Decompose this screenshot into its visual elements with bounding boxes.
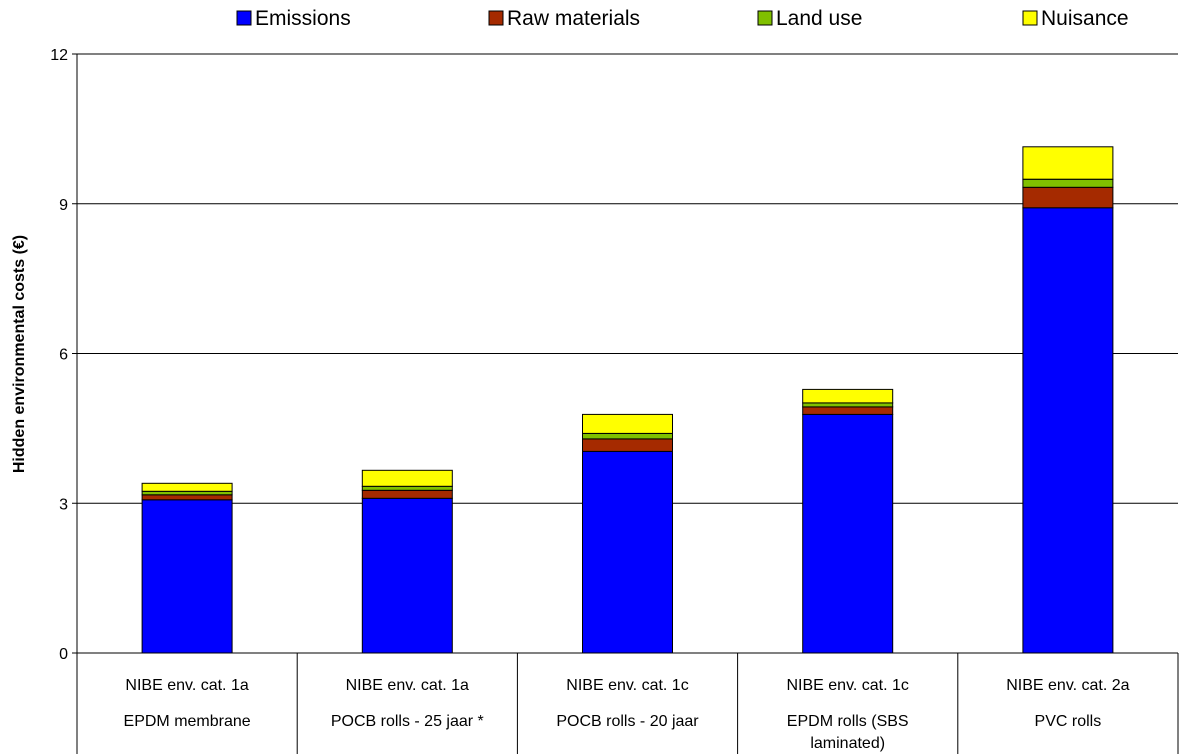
y-tick-label: 12 <box>50 47 68 64</box>
x-category-label: EPDM membrane <box>124 713 251 730</box>
x-category-label: NIBE env. cat. 1c <box>566 677 688 694</box>
y-tick-label: 6 <box>59 347 68 364</box>
legend-swatch-emissions <box>236 10 252 26</box>
x-category-label: laminated) <box>810 735 885 752</box>
bar-segment-emissions <box>802 413 894 654</box>
x-category-label: NIBE env. cat. 1c <box>786 677 908 694</box>
y-axis-label: Hidden environmental costs (€) <box>11 235 28 473</box>
bar-segment-nuisance <box>361 469 453 487</box>
y-tick-label: 9 <box>59 197 68 214</box>
legend-label-nuisance: Nuisance <box>1041 7 1129 30</box>
x-category-label: NIBE env. cat. 1a <box>125 677 248 694</box>
x-category-label: PVC rolls <box>1035 713 1102 730</box>
bar-segment-raw-materials <box>141 494 233 501</box>
legend-label-raw-materials: Raw materials <box>507 7 640 30</box>
bar-segment-raw-materials <box>361 489 453 499</box>
x-category-label: NIBE env. cat. 2a <box>1006 677 1129 694</box>
x-category-label: NIBE env. cat. 1a <box>346 677 469 694</box>
legend-swatch-land-use <box>757 10 773 26</box>
bar-segment-land-use <box>1022 178 1114 188</box>
bar-segment-emissions <box>1022 207 1114 654</box>
bar-segment-emissions <box>141 499 233 654</box>
legend-label-emissions: Emissions <box>255 7 351 30</box>
bar-segment-nuisance <box>802 388 894 404</box>
bar-segment-emissions <box>361 497 453 654</box>
bar-segment-raw-materials <box>582 438 673 452</box>
legend-label-land-use: Land use <box>776 7 862 30</box>
y-tick-label: 0 <box>59 646 68 663</box>
bar-segment-nuisance <box>141 482 233 492</box>
bar-segment-land-use <box>141 490 233 496</box>
y-axis: 0 3 6 9 12 <box>50 47 78 663</box>
legend: Emissions Raw materials Land use Nuisance <box>236 7 1129 30</box>
bar-segment-nuisance <box>582 413 673 434</box>
x-category-label: POCB rolls - 20 jaar <box>556 713 699 730</box>
x-category-label: POCB rolls - 25 jaar * <box>331 713 484 730</box>
bar-segment-nuisance <box>1022 146 1114 180</box>
legend-swatch-nuisance <box>1022 10 1038 26</box>
bar-segment-land-use <box>361 485 453 491</box>
y-tick-label: 3 <box>59 496 68 513</box>
x-axis-category-table: NIBE env. cat. 1a EPDM membrane NIBE env. … <box>76 652 1179 754</box>
bar-segment-raw-materials <box>802 406 894 415</box>
bar-segment-emissions <box>582 450 673 654</box>
bars <box>141 146 1114 654</box>
x-category-label: EPDM rolls (SBS <box>787 713 909 730</box>
legend-swatch-raw-materials <box>488 10 504 26</box>
bar-segment-raw-materials <box>1022 186 1114 209</box>
bar-segment-land-use <box>582 432 673 440</box>
bar-segment-land-use <box>802 402 894 408</box>
